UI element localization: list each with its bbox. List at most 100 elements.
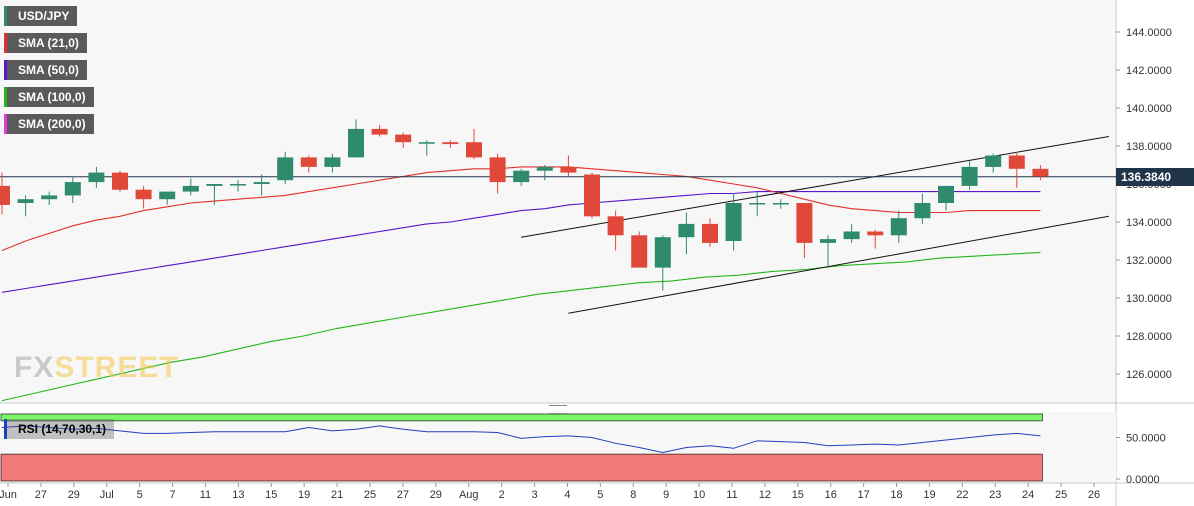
x-tick-label: 11 (726, 489, 737, 501)
x-tick-label: Jul (100, 489, 114, 501)
x-tick-label: 10 (693, 489, 705, 501)
x-tick-label: 15 (265, 489, 277, 501)
candle-body (678, 223, 695, 238)
rsi-legend-item[interactable]: RSI (14,70,30,1) (4, 419, 115, 439)
y-tick-label: 144.0000 (1126, 27, 1172, 39)
candle-body (253, 182, 270, 184)
x-tick-label: 22 (956, 489, 968, 501)
x-tick-label: 18 (890, 489, 902, 501)
x-tick-label: Jun (0, 489, 17, 501)
x-tick-label: 8 (630, 489, 636, 501)
x-tick-label: 29 (430, 489, 442, 501)
candle-body (371, 128, 388, 135)
candle-body (536, 166, 553, 171)
candle-body (41, 195, 58, 200)
candle-body (277, 157, 294, 181)
x-tick-label: 21 (331, 489, 343, 501)
candle-body (64, 182, 81, 196)
legend-item-usdjpy[interactable]: USD/JPY (4, 6, 78, 26)
rsi-legend-label: RSI (14,70,30,1) (18, 422, 107, 436)
x-tick-label: 15 (792, 489, 804, 501)
y-tick-label: 142.0000 (1126, 65, 1172, 77)
candle-body (772, 203, 789, 205)
pane-resize-handle[interactable] (549, 405, 567, 414)
candle-body (300, 157, 317, 167)
candle-body (631, 235, 648, 268)
x-tick-label: 5 (137, 489, 143, 501)
sma50-line (1, 191, 1041, 293)
rsi-overbought-zone (0, 413, 1043, 422)
candle-body (725, 203, 742, 241)
candle-body (607, 216, 624, 236)
y-tick-label: 140.0000 (1126, 103, 1172, 115)
x-tick-label: 13 (232, 489, 244, 501)
candle-body (867, 231, 884, 236)
x-tick-label: 12 (759, 489, 771, 501)
x-tick-label: 3 (531, 489, 537, 501)
y-tick-label: 138.0000 (1126, 141, 1172, 153)
candle-body (17, 199, 34, 203)
x-tick-label: Aug (459, 489, 479, 501)
x-tick-label: 5 (597, 489, 603, 501)
candle-body (914, 203, 931, 219)
legend-item-sma200[interactable]: SMA (200,0) (4, 114, 94, 134)
x-tick-label: 26 (1088, 489, 1100, 501)
x-tick-label: 17 (858, 489, 870, 501)
y-tick-label: 134.0000 (1126, 217, 1172, 229)
rsi-line (1, 425, 1041, 453)
candle-body (442, 142, 459, 145)
x-tick-label: 2 (499, 489, 505, 501)
fxstreet-watermark-logo: FXSTREET (14, 351, 179, 385)
watermark-street: STREET (54, 351, 179, 384)
candle-body (135, 189, 152, 200)
x-tick-label: 23 (989, 489, 1001, 501)
rsi-legend-swatch (4, 419, 7, 439)
legend-swatch-sma50 (4, 60, 7, 80)
x-tick-label: 11 (200, 489, 211, 501)
legend-label: SMA (21,0) (18, 36, 79, 50)
candle-body (466, 142, 482, 158)
x-tick-label: 16 (825, 489, 837, 501)
x-tick-label: 4 (564, 489, 570, 501)
candle-body (182, 185, 199, 192)
watermark-fx: FX (14, 351, 55, 384)
candle-body (985, 155, 1002, 167)
legend-swatch-sma100 (4, 87, 7, 107)
x-tick-label: 24 (1022, 489, 1034, 501)
x-tick-label: 25 (1055, 489, 1067, 501)
candle-body (843, 231, 860, 240)
candle-body (890, 218, 907, 236)
chart-legend: USD/JPY SMA (21,0) SMA (50,0) SMA (100,0… (4, 6, 94, 141)
rsi-tick-label: 50.0000 (1126, 433, 1166, 445)
candle-body (159, 191, 176, 200)
x-tick-label: 27 (397, 489, 409, 501)
x-tick-label: 29 (68, 489, 80, 501)
sma100-line (1, 251, 1041, 402)
candle-body (749, 203, 766, 205)
legend-item-sma21[interactable]: SMA (21,0) (4, 33, 87, 53)
candle-body (324, 157, 341, 167)
candle-body (702, 223, 718, 243)
candle-body (0, 185, 10, 205)
candle-body (796, 203, 813, 243)
candle-body (584, 174, 600, 217)
candle-body (489, 157, 506, 183)
y-tick-label: 132.0000 (1126, 255, 1172, 267)
x-tick-label: 7 (169, 489, 175, 501)
y-tick-label: 128.0000 (1126, 331, 1172, 343)
legend-item-sma50[interactable]: SMA (50,0) (4, 60, 87, 80)
trendline-lower (568, 215, 1109, 314)
legend-item-sma100[interactable]: SMA (100,0) (4, 87, 94, 107)
sma21-line (1, 166, 1041, 252)
legend-swatch-sma21 (4, 33, 7, 53)
candle-body (230, 184, 246, 186)
x-tick-label: 19 (923, 489, 935, 501)
main-plot-area (0, 0, 1116, 403)
candle-body (112, 172, 128, 190)
rsi-oversold-zone (0, 453, 1043, 482)
y-tick-label: 130.0000 (1126, 293, 1172, 305)
legend-swatch-usdjpy (4, 6, 7, 26)
legend-swatch-sma200 (4, 114, 7, 134)
rsi-tick-label: 0.0000 (1126, 474, 1160, 486)
